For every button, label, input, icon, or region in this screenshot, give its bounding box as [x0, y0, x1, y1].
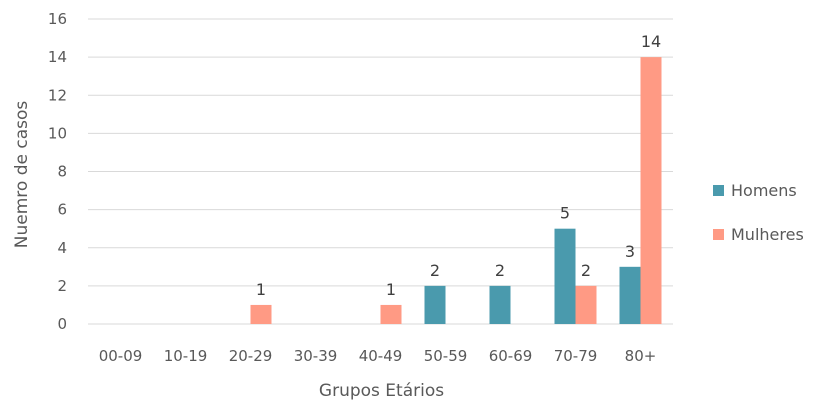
- legend-swatch: [713, 185, 724, 196]
- legend-swatch: [713, 229, 724, 240]
- bars: [250, 57, 662, 324]
- data-label: 3: [625, 242, 635, 261]
- bar-mulheres-70-79: [575, 285, 597, 324]
- y-tick-label: 10: [48, 124, 67, 142]
- x-tick-label: 20-29: [229, 347, 273, 365]
- data-label: 2: [430, 261, 440, 280]
- x-tick-label: 80+: [625, 347, 657, 365]
- x-tick-label: 30-39: [294, 347, 338, 365]
- bar-mulheres-80+: [640, 57, 662, 324]
- legend-label: Mulheres: [731, 225, 804, 244]
- x-tick-label: 50-59: [424, 347, 468, 365]
- y-axis-ticks: 0 2 4 6 8 10 12 14 16: [48, 10, 67, 333]
- x-tick-label: 70-79: [554, 347, 598, 365]
- y-tick-label: 4: [57, 239, 67, 257]
- y-axis-title: Nuemro de casos: [12, 101, 32, 249]
- data-label: 14: [641, 32, 661, 51]
- x-axis-title: Grupos Etários: [319, 381, 444, 401]
- x-tick-label: 40-49: [359, 347, 403, 365]
- y-tick-label: 2: [57, 277, 67, 295]
- x-tick-label: 10-19: [164, 347, 208, 365]
- legend: Homens Mulheres: [713, 181, 804, 244]
- bar-mulheres-40-49: [380, 304, 402, 324]
- x-axis-ticks: 00-09 10-19 20-29 30-39 40-49 50-59 60-69 70-79…: [99, 347, 657, 365]
- data-label: 5: [560, 204, 570, 223]
- bar-homens-80+: [619, 266, 641, 324]
- bar-homens-60-69: [489, 285, 511, 324]
- bar-homens-50-59: [424, 285, 446, 324]
- x-tick-label: 00-09: [99, 347, 143, 365]
- y-tick-label: 8: [57, 163, 67, 181]
- data-label: 2: [495, 261, 505, 280]
- gridlines: [88, 18, 673, 325]
- y-tick-label: 14: [48, 48, 67, 66]
- y-tick-label: 12: [48, 86, 67, 104]
- y-tick-label: 0: [57, 315, 67, 333]
- bar-homens-70-79: [554, 228, 576, 324]
- data-label: 1: [386, 280, 396, 299]
- data-labels: 2 2 5 3 1 1 2 14: [256, 32, 661, 299]
- bar-mulheres-20-29: [250, 304, 272, 324]
- data-label: 1: [256, 280, 266, 299]
- legend-label: Homens: [731, 181, 797, 200]
- x-tick-label: 60-69: [489, 347, 533, 365]
- y-tick-label: 16: [48, 10, 67, 28]
- data-label: 2: [581, 261, 591, 280]
- y-tick-label: 6: [57, 201, 67, 219]
